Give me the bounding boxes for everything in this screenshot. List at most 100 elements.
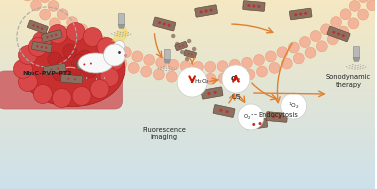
Bar (0, 47, 375, 50)
Circle shape (153, 69, 164, 80)
Circle shape (205, 73, 216, 84)
Circle shape (73, 54, 87, 68)
FancyBboxPatch shape (28, 20, 48, 34)
Bar (0, 144, 375, 146)
Circle shape (238, 104, 264, 130)
Circle shape (254, 54, 265, 65)
Circle shape (77, 24, 87, 35)
Circle shape (87, 30, 98, 42)
Polygon shape (118, 25, 125, 28)
Circle shape (304, 12, 307, 15)
FancyBboxPatch shape (201, 87, 223, 99)
Circle shape (92, 47, 103, 58)
Bar (0, 130, 375, 132)
Circle shape (177, 67, 207, 97)
FancyBboxPatch shape (266, 112, 288, 122)
Bar (0, 66, 375, 69)
Bar (0, 180, 375, 182)
Bar (0, 83, 375, 85)
Circle shape (36, 45, 38, 47)
Text: Nb₂C-PVP-PT2: Nb₂C-PVP-PT2 (22, 71, 72, 76)
Circle shape (257, 66, 268, 77)
Circle shape (257, 5, 261, 8)
Circle shape (144, 54, 155, 65)
Circle shape (331, 17, 342, 28)
Circle shape (45, 46, 48, 49)
Circle shape (222, 65, 250, 93)
Circle shape (180, 50, 184, 54)
Circle shape (191, 54, 193, 55)
Circle shape (375, 0, 377, 1)
Circle shape (49, 18, 60, 29)
Circle shape (90, 80, 109, 98)
Bar (0, 33, 375, 36)
FancyBboxPatch shape (246, 118, 268, 130)
Circle shape (60, 26, 70, 37)
Bar (0, 118, 375, 121)
Bar (0, 142, 375, 144)
Bar (0, 128, 375, 130)
Circle shape (252, 5, 255, 8)
Bar (0, 50, 375, 52)
Circle shape (316, 41, 327, 52)
Bar (0, 135, 375, 137)
Bar (0, 36, 375, 38)
Circle shape (281, 93, 307, 119)
Circle shape (175, 42, 179, 46)
Circle shape (340, 9, 351, 20)
Circle shape (98, 36, 109, 48)
Circle shape (205, 61, 216, 72)
FancyArrowPatch shape (62, 67, 75, 69)
Bar (0, 121, 375, 123)
Bar (0, 165, 375, 168)
Bar (0, 64, 375, 66)
Bar (0, 31, 375, 33)
Circle shape (310, 30, 321, 42)
FancyBboxPatch shape (327, 26, 350, 42)
Bar (0, 9, 375, 12)
Circle shape (74, 78, 76, 80)
Bar (0, 17, 375, 19)
Text: $^1$O$_2$: $^1$O$_2$ (288, 101, 300, 111)
Bar (0, 106, 375, 109)
Bar (0, 14, 375, 17)
Circle shape (299, 12, 302, 15)
Bar (0, 21, 375, 24)
Circle shape (58, 57, 72, 71)
Bar (0, 57, 375, 59)
Circle shape (51, 69, 52, 70)
Bar (0, 146, 375, 149)
Circle shape (18, 46, 37, 64)
Circle shape (104, 44, 126, 66)
Circle shape (348, 18, 359, 29)
Circle shape (46, 36, 49, 38)
Circle shape (269, 62, 280, 73)
Circle shape (217, 61, 228, 72)
Circle shape (327, 34, 338, 45)
Bar (0, 154, 375, 156)
FancyBboxPatch shape (184, 50, 196, 58)
Bar (0, 184, 375, 187)
Circle shape (90, 63, 92, 64)
Circle shape (28, 37, 47, 57)
Circle shape (31, 0, 41, 11)
Circle shape (182, 45, 184, 46)
Circle shape (337, 33, 340, 36)
Bar (0, 161, 375, 163)
Bar (0, 28, 375, 31)
Bar (0, 139, 375, 142)
Circle shape (67, 17, 78, 28)
Bar (0, 80, 375, 83)
FancyBboxPatch shape (31, 41, 52, 53)
Bar (0, 109, 375, 111)
Circle shape (225, 110, 228, 113)
Circle shape (128, 62, 139, 73)
Circle shape (81, 41, 92, 52)
Circle shape (97, 37, 116, 57)
Circle shape (57, 67, 59, 69)
Circle shape (104, 53, 115, 64)
Circle shape (210, 9, 213, 12)
Bar (0, 73, 375, 76)
Circle shape (299, 36, 310, 48)
Polygon shape (112, 27, 129, 44)
